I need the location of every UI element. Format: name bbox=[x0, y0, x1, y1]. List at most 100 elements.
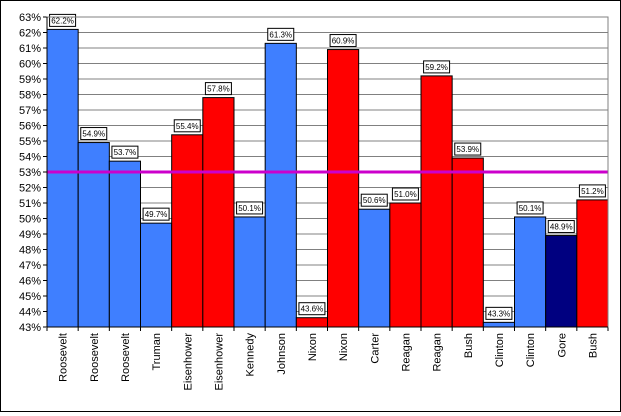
y-tick-label: 63% bbox=[19, 12, 41, 24]
data-label-box bbox=[454, 142, 482, 156]
data-label-text: 53.7% bbox=[114, 148, 137, 157]
x-tick-label: Truman bbox=[151, 333, 163, 371]
data-label-text: 59.2% bbox=[425, 63, 448, 72]
y-tick-label: 46% bbox=[19, 276, 41, 288]
bar bbox=[420, 75, 453, 328]
y-tick-label: 49% bbox=[19, 229, 41, 241]
data-label-text: 43.3% bbox=[488, 309, 511, 318]
bar bbox=[514, 216, 547, 328]
bar bbox=[171, 134, 204, 328]
x-tick-label: Clinton bbox=[525, 333, 537, 367]
y-tick-label: 51% bbox=[19, 198, 41, 210]
data-label: 50.1% bbox=[516, 201, 544, 215]
axes bbox=[46, 16, 609, 328]
bar bbox=[140, 222, 173, 328]
data-label-text: 50.1% bbox=[519, 204, 542, 213]
y-tick-label: 48% bbox=[19, 245, 41, 257]
data-label: 51.2% bbox=[578, 184, 606, 198]
data-label-box bbox=[204, 82, 232, 96]
bar bbox=[264, 42, 297, 328]
y-tick-label: 47% bbox=[19, 260, 41, 272]
y-tick-label: 44% bbox=[19, 307, 41, 319]
bar bbox=[482, 321, 516, 328]
data-label: 54.9% bbox=[80, 127, 108, 141]
data-label: 53.7% bbox=[111, 145, 139, 159]
y-axis-ticks: 43% 44% 45% 46% 47% 48% 49% 50% 51% 52% 53% 54% 55% 5… bbox=[19, 12, 47, 334]
data-label-text: 54.9% bbox=[82, 130, 105, 139]
y-tick-label: 62% bbox=[19, 28, 41, 40]
x-tick-label: Bush bbox=[463, 333, 475, 358]
x-tick-label: Reagan bbox=[400, 333, 412, 372]
data-label: 48.9% bbox=[547, 220, 575, 234]
data-label-box bbox=[485, 306, 513, 320]
data-label-box bbox=[298, 302, 326, 316]
data-label: 55.4% bbox=[173, 119, 201, 133]
y-tick-label: 56% bbox=[19, 121, 41, 133]
bar bbox=[46, 28, 79, 328]
bar bbox=[108, 160, 142, 328]
x-tick-label: Nixon bbox=[338, 333, 350, 361]
x-tick-label: Carter bbox=[369, 333, 381, 364]
data-label-text: 43.6% bbox=[301, 305, 324, 314]
bar bbox=[545, 235, 578, 328]
bar bbox=[327, 49, 360, 328]
bar bbox=[451, 157, 484, 328]
bar bbox=[77, 142, 110, 328]
data-label: 50.1% bbox=[236, 201, 264, 215]
x-tick-label: Roosevelt bbox=[120, 333, 132, 382]
data-label-box bbox=[391, 187, 419, 201]
data-label: 59.2% bbox=[423, 60, 451, 74]
y-tick-label: 53% bbox=[19, 167, 41, 179]
data-label-box bbox=[236, 201, 264, 215]
y-tick-label: 43% bbox=[19, 322, 41, 334]
data-label: 60.9% bbox=[329, 34, 357, 48]
x-tick-label: Roosevelt bbox=[58, 333, 70, 382]
y-tick-label: 57% bbox=[19, 105, 41, 117]
data-label-text: 51.2% bbox=[581, 187, 604, 196]
data-label-text: 60.9% bbox=[332, 37, 355, 46]
data-label-text: 55.4% bbox=[176, 122, 199, 131]
x-tick-label: Eisenhower bbox=[182, 333, 194, 391]
x-tick-label: Gore bbox=[556, 333, 568, 357]
data-label: 49.7% bbox=[142, 207, 170, 221]
data-label-box bbox=[360, 193, 388, 207]
y-tick-label: 45% bbox=[19, 291, 41, 303]
data-label: 57.8% bbox=[204, 82, 232, 96]
data-label-box bbox=[516, 201, 544, 215]
data-label-box bbox=[142, 207, 170, 221]
y-tick-label: 60% bbox=[19, 59, 41, 71]
value-labels: 62.2% 54.9% 53.7% 49.7% 55.4% 57.8% 50.1% 61.3%… bbox=[49, 13, 606, 320]
data-label: 62.2% bbox=[49, 13, 77, 27]
bars bbox=[46, 28, 609, 328]
data-label-box bbox=[173, 119, 201, 133]
y-tick-label: 58% bbox=[19, 90, 41, 102]
data-label-text: 62.2% bbox=[51, 16, 74, 25]
data-label-text: 61.3% bbox=[269, 30, 292, 39]
y-tick-label: 50% bbox=[19, 214, 41, 226]
x-tick-label: Bush bbox=[587, 333, 599, 358]
data-label-text: 48.9% bbox=[550, 223, 573, 232]
bar bbox=[202, 97, 235, 328]
x-tick-label: Nixon bbox=[307, 333, 319, 361]
x-axis-labels: Roosevelt Roosevelt Roosevelt Truman Eisenho… bbox=[46, 327, 609, 391]
data-label: 43.6% bbox=[298, 302, 326, 316]
bar bbox=[576, 199, 609, 328]
data-label: 53.9% bbox=[454, 142, 482, 156]
bar bbox=[389, 202, 422, 328]
data-label: 43.3% bbox=[485, 306, 513, 320]
x-tick-label: Kennedy bbox=[245, 333, 257, 377]
y-tick-label: 54% bbox=[19, 152, 41, 164]
x-tick-label: Clinton bbox=[494, 333, 506, 367]
data-label-text: 50.6% bbox=[363, 196, 386, 205]
data-label-text: 49.7% bbox=[145, 210, 168, 219]
data-label: 51.0% bbox=[391, 187, 419, 201]
data-label-text: 51.0% bbox=[394, 190, 417, 199]
bar bbox=[295, 317, 329, 328]
data-label-box bbox=[329, 34, 357, 48]
data-label: 61.3% bbox=[267, 27, 295, 41]
data-label-box bbox=[267, 27, 295, 41]
data-label-box bbox=[423, 60, 451, 74]
y-tick-label: 61% bbox=[19, 43, 41, 55]
